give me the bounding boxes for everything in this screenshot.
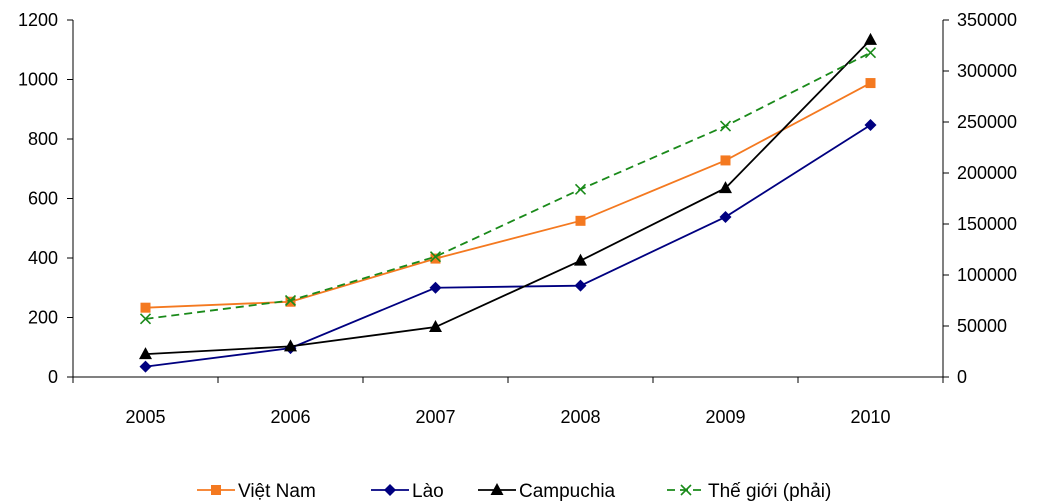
y-left-tick-label: 400 <box>28 248 58 268</box>
y-right-tick-label: 100000 <box>957 265 1017 285</box>
marker-triangle <box>490 483 504 495</box>
marker-x <box>719 120 732 132</box>
marker-x <box>864 47 877 59</box>
series-line <box>145 51 871 320</box>
legend: Việt Nam Lào Campuchia Thế giới (phải) <box>197 481 831 502</box>
marker-x <box>139 313 152 325</box>
marker-triangle <box>574 253 587 266</box>
marker-x <box>574 183 587 195</box>
marker-diamond <box>864 119 877 132</box>
marker-x <box>429 251 442 263</box>
x-tick-label: 2005 <box>125 407 165 427</box>
marker-diamond <box>384 484 396 496</box>
marker-x-stroke <box>574 183 587 195</box>
legend-label: Thế giới (phải) <box>708 481 831 502</box>
series-2 <box>139 32 877 360</box>
marker-triangle <box>284 339 297 352</box>
marker-x-stroke <box>864 47 877 59</box>
legend-label: Việt Nam <box>238 481 316 502</box>
marker-triangle <box>864 32 877 45</box>
y-right-tick-label: 250000 <box>957 112 1017 132</box>
marker-square <box>430 253 441 264</box>
legend-item-1: Lào <box>371 481 444 502</box>
axes: 0 200 400 600 800 1000 1200 0 50000 100000 150000 2… <box>18 10 1017 427</box>
legend-item-0: Việt Nam <box>197 481 316 502</box>
marker-square <box>140 302 151 313</box>
marker-triangle <box>139 347 152 360</box>
series-1 <box>139 119 877 373</box>
series-3 <box>139 47 877 325</box>
marker-x <box>284 294 297 307</box>
x-tick-label: 2009 <box>705 407 745 427</box>
x-tick-label: 2008 <box>560 407 600 427</box>
legend-label: Campuchia <box>519 481 616 502</box>
legend-item-3: Thế giới (phải) <box>667 481 831 502</box>
marker-diamond <box>429 281 442 294</box>
y-left-tick-label: 1000 <box>18 70 58 90</box>
marker-x-stroke <box>284 294 297 307</box>
y-left-tick-label: 200 <box>28 308 58 328</box>
series-line <box>145 124 871 368</box>
marker-x <box>680 484 692 496</box>
y-right-tick-label: 50000 <box>957 316 1007 336</box>
x-tick-label: 2007 <box>415 407 455 427</box>
legend-label: Lào <box>412 481 444 502</box>
y-right-tick-label: 200000 <box>957 163 1017 183</box>
y-right-tick-label: 300000 <box>957 61 1017 81</box>
marker-square <box>575 215 586 226</box>
series-line <box>145 39 872 355</box>
marker-diamond <box>139 360 152 373</box>
marker-square <box>211 485 221 495</box>
x-tick-label: 2006 <box>270 407 310 427</box>
marker-square <box>720 155 731 166</box>
marker-x-stroke <box>680 484 692 496</box>
y-right-tick-label: 0 <box>957 367 967 387</box>
marker-diamond <box>719 210 732 223</box>
x-tick-label: 2010 <box>850 407 890 427</box>
y-left-tick-label: 800 <box>28 129 58 149</box>
marker-x-stroke <box>429 251 442 263</box>
plot-area <box>139 32 877 373</box>
series-0 <box>140 78 876 313</box>
y-right-tick-label: 150000 <box>957 214 1017 234</box>
y-left-tick-label: 600 <box>28 189 58 209</box>
y-left-tick-label: 0 <box>48 367 58 387</box>
marker-square <box>865 78 876 89</box>
legend-item-2: Campuchia <box>478 481 616 502</box>
y-right-tick-label: 350000 <box>957 10 1017 30</box>
marker-triangle <box>429 320 442 333</box>
marker-triangle <box>719 181 732 194</box>
y-left-tick-label: 1200 <box>18 10 58 30</box>
marker-diamond <box>574 279 587 292</box>
series-line <box>145 82 871 309</box>
marker-square <box>285 296 296 307</box>
marker-x-stroke <box>139 313 152 325</box>
marker-x-stroke <box>719 120 732 132</box>
